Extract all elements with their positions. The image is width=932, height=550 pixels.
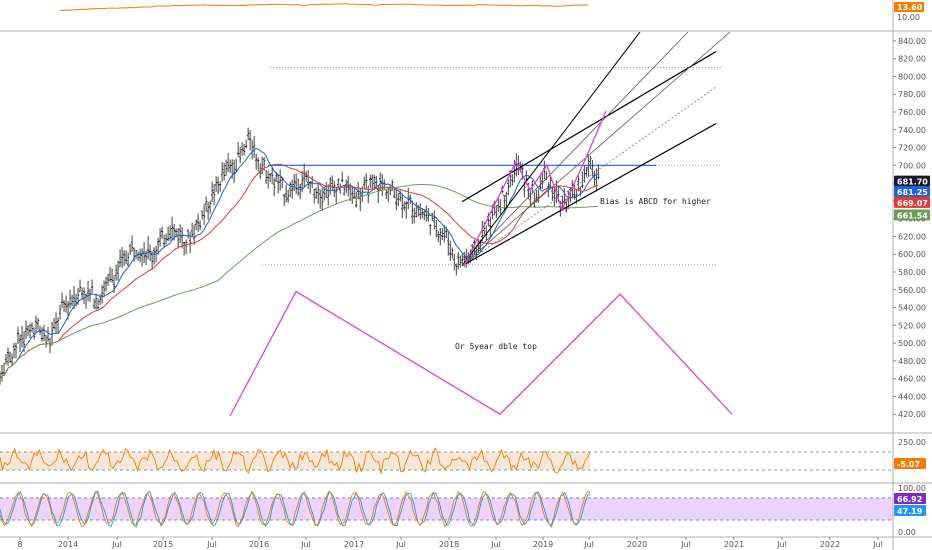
annotation-abcd: Bias is ABCD for higher [600,197,711,206]
channel-lower-line[interactable] [461,123,717,267]
stoch-level-value: 66.92 [897,495,922,504]
price-tick-label: 520.00 [898,321,926,330]
price-tick-label: 440.00 [898,392,926,401]
x-tick-label: 2015 [153,540,173,549]
cci-badge [894,458,926,469]
price-tick-label: 780.00 [898,90,926,99]
price-badge-value: 681.25 [897,188,928,197]
x-tick-label: 2021 [724,540,744,549]
cci-panel: 250.00 -5.07 [0,438,926,475]
x-tick-label: 8 [17,540,22,549]
price-tick-label: 560.00 [898,286,926,295]
x-tick-label: 2017 [344,540,364,549]
price-tick-label: 760.00 [898,108,926,117]
top-last-badge [894,2,924,12]
stoch-badge [894,505,926,516]
x-tick-label: 2020 [627,540,647,549]
fan-line-2[interactable] [461,31,689,267]
x-tick-label: 2019 [533,540,553,549]
price-panel[interactable]: Bias is ABCD for higher Or 5year dble top [0,31,733,417]
stoch-band [0,498,893,520]
x-tick-label: Jul [111,540,122,549]
price-tick-label: 540.00 [898,304,926,313]
price-badge [894,186,930,197]
stoch-last-value: 47.19 [897,507,923,516]
annotation-double-top: Or 5year dble top [455,342,537,351]
price-badge [894,196,930,208]
fan-line-1[interactable] [461,31,641,267]
x-tick-label: Jul [776,540,787,549]
price-tick-label: 820.00 [898,55,926,64]
channel-upper-line[interactable] [461,51,717,203]
double-top-projection[interactable] [229,290,733,417]
stochastic-panel: 100.00 0.00 66.92 47.19 [0,484,926,537]
price-tick-label: 580.00 [898,268,926,277]
price-badge [894,209,930,221]
stoch-line [0,490,591,528]
x-tick-label: Jul [583,540,594,549]
x-tick-label: Jul [300,540,311,549]
cci-tick-label: 250.00 [898,438,926,447]
price-tick-label: 740.00 [898,126,926,135]
x-tick-label: Jul [680,540,691,549]
top-tick-label: 10.00 [897,13,920,22]
fan-line-dotted[interactable] [461,86,717,267]
volatility-line [59,3,589,11]
price-tick-label: 620.00 [898,232,926,241]
price-tick-label: 420.00 [898,410,926,419]
price-badge-value: 661.54 [897,212,928,221]
cci-line [0,447,591,475]
cci-last-value: -5.07 [897,460,920,469]
x-tick-label: 2016 [249,540,269,549]
price-tick-label: 460.00 [898,375,926,384]
x-tick-label: 2018 [439,540,459,549]
fan-line-3[interactable] [461,31,731,267]
moving-average-line [0,147,599,379]
stoch-line [0,490,591,528]
price-badge-value: 669.07 [897,199,928,208]
moving-average-line [0,184,599,379]
top-last-value: 13.60 [897,3,923,12]
stoch-tick-top: 100.00 [898,484,926,493]
x-tick-label: Jul [206,540,217,549]
price-tick-label: 500.00 [898,339,926,348]
price-badge-value: 681.70 [897,178,928,187]
price-tick-label: 480.00 [898,357,926,366]
price-badge [894,175,930,187]
x-tick-label: 2022 [820,540,840,549]
price-tick-label: 720.00 [898,144,926,153]
stoch-tick-bottom: 0.00 [898,528,916,537]
price-tick-label: 800.00 [898,72,926,81]
moving-average-line [0,163,599,379]
x-tick-label: Jul [395,540,406,549]
price-tick-label: 840.00 [898,37,926,46]
x-tick-label: Jul [490,540,501,549]
price-tick-label: 700.00 [898,161,926,170]
x-tick-label: Jul [872,540,883,549]
price-tick-label: 600.00 [898,250,926,259]
x-tick-label: 2014 [58,540,78,549]
abcd-pattern-line[interactable] [463,110,607,267]
stoch-level-badge [894,493,926,504]
